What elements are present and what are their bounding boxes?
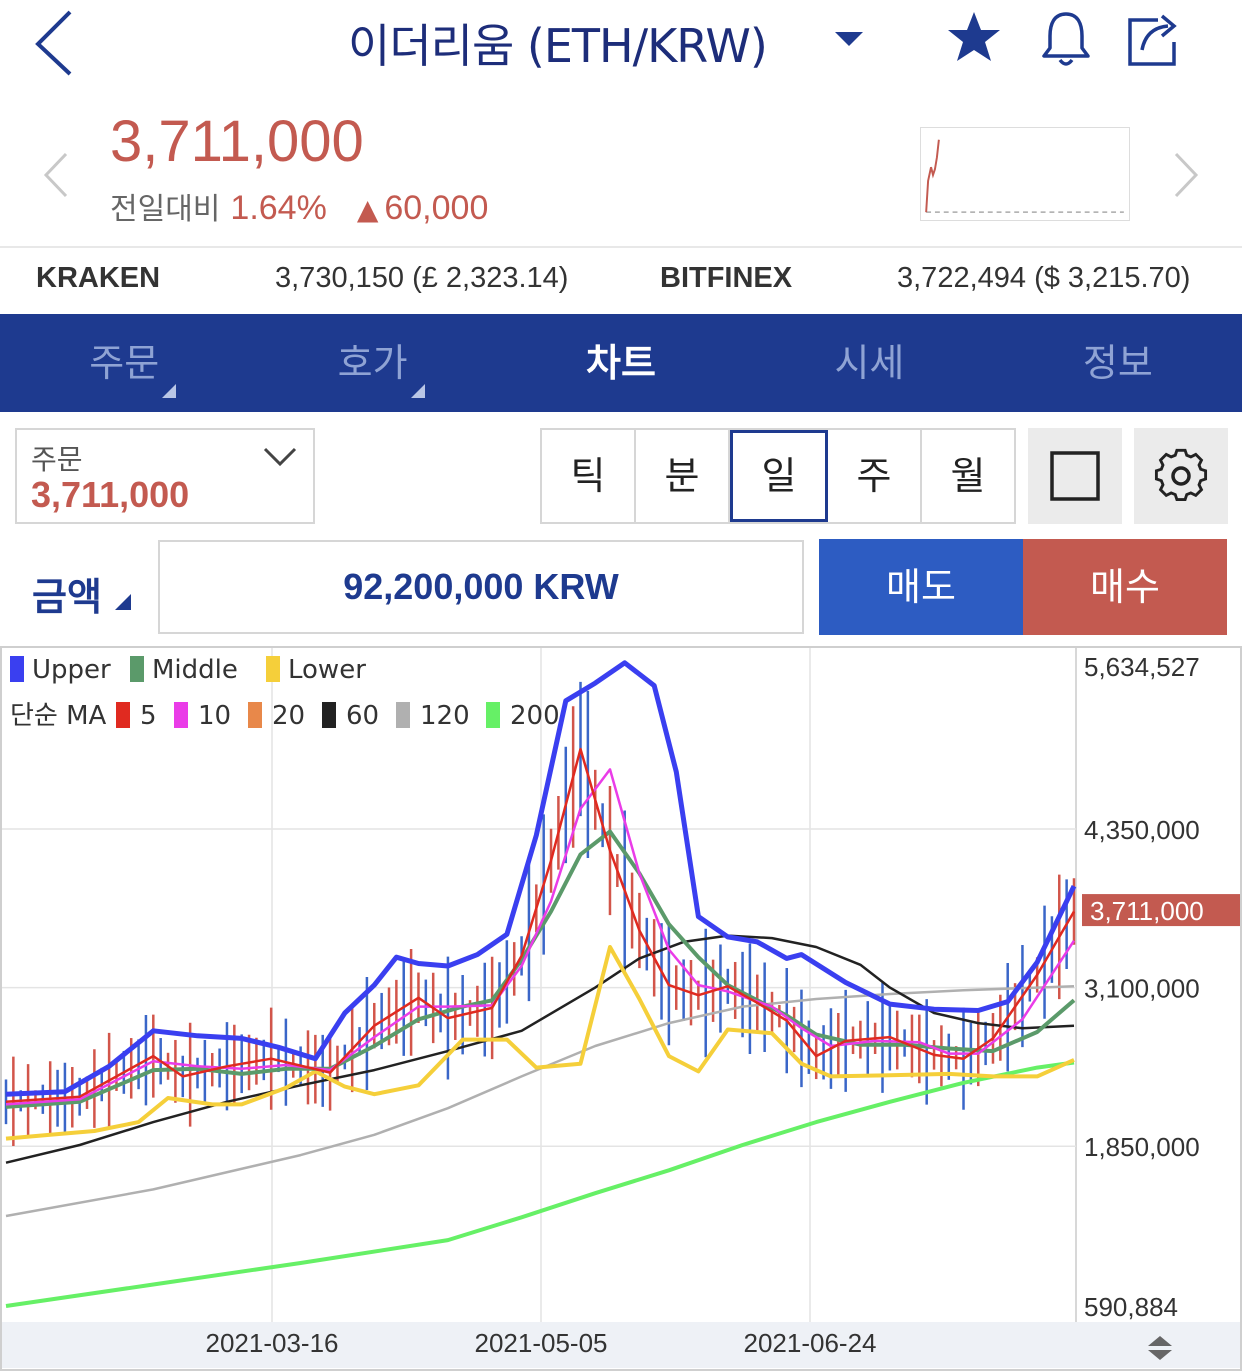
- amount-type-selector[interactable]: 금액: [32, 575, 102, 619]
- y-tick-label: 5,634,527: [1084, 652, 1200, 682]
- share-icon[interactable]: [1124, 10, 1184, 70]
- series-line-upper: [5, 660, 1077, 1097]
- legend-label: Upper: [32, 655, 111, 685]
- order-label: 주문: [31, 443, 83, 476]
- series-line-middle: [5, 829, 1076, 1109]
- back-icon[interactable]: [30, 8, 80, 78]
- sell-button[interactable]: 매도: [819, 539, 1023, 635]
- legend-label: 60: [346, 701, 379, 731]
- main-tab-bar: 주문 호가 차트 시세 정보: [0, 314, 1242, 412]
- series-line-10: [5, 768, 1076, 1106]
- exchange-prices: KRAKEN 3,730,150 (£ 2,323.14) BITFINEX 3…: [0, 262, 1242, 306]
- exchange-value-bitfinex: 3,722,494 ($ 3,215.70): [897, 262, 1191, 294]
- scroll-up-icon: [1148, 1336, 1172, 1346]
- y-tick-label: 1,850,000: [1084, 1132, 1200, 1162]
- current-price-label: 3,711,000: [1090, 896, 1204, 926]
- change-amount: 60,000: [384, 189, 489, 227]
- legend-swatch: [10, 656, 24, 682]
- change-label: 전일대비: [110, 192, 221, 227]
- tab-label: 호가: [337, 341, 408, 385]
- tab-label: 주문: [89, 341, 160, 385]
- page-title[interactable]: 이더리움 (ETH/KRW): [348, 19, 768, 73]
- tab-market-price[interactable]: 시세: [745, 314, 993, 412]
- legend-swatch: [396, 702, 410, 728]
- square-icon: [1050, 451, 1100, 501]
- interval-day[interactable]: 일: [730, 430, 828, 522]
- chart-canvas[interactable]: Upper Middle Lower 단순 MA 5 10 20 60 120 200 5,634,…: [0, 646, 1242, 1371]
- legend-swatch: [130, 656, 144, 682]
- price-chart[interactable]: Upper Middle Lower 단순 MA 5 10 20 60 120 200 5,634,…: [0, 646, 1242, 1371]
- legend-swatch: [116, 702, 130, 728]
- tab-label: 시세: [834, 341, 905, 385]
- interval-tick[interactable]: 틱: [542, 430, 636, 522]
- bell-icon[interactable]: [1036, 8, 1096, 72]
- x-tick-label: 2021-03-16: [206, 1328, 339, 1358]
- date-axis-band: [2, 1322, 1240, 1368]
- legend-label: 200: [510, 701, 560, 731]
- tab-chart[interactable]: 차트: [497, 314, 745, 412]
- tab-orderbook[interactable]: 호가: [248, 314, 496, 412]
- series-line-5: [5, 747, 1076, 1104]
- series-line-lower: [5, 945, 1075, 1141]
- menu-corner-icon: [410, 384, 425, 398]
- tab-label: 차트: [586, 341, 656, 385]
- menu-corner-icon: [115, 594, 131, 610]
- dropdown-caret-icon[interactable]: [835, 32, 863, 50]
- exchange-name-bitfinex: BITFINEX: [660, 262, 793, 294]
- order-price-dropdown[interactable]: 주문 3,711,000: [15, 428, 315, 524]
- legend-label: 5: [140, 701, 157, 731]
- amount-input[interactable]: 92,200,000 KRW: [158, 540, 804, 634]
- legend-swatch: [322, 702, 336, 728]
- legend-label: 120: [420, 701, 470, 731]
- series-line-200: [5, 1060, 1075, 1308]
- exchange-name-kraken: KRAKEN: [36, 262, 161, 294]
- current-price-tag: [1082, 894, 1240, 927]
- price-change: 전일대비 1.64% ▲ 60,000: [110, 184, 488, 228]
- y-tick-label: 590,884: [1084, 1292, 1178, 1322]
- star-icon[interactable]: [944, 8, 1004, 68]
- tab-info[interactable]: 정보: [994, 314, 1242, 412]
- menu-corner-icon: [162, 384, 177, 398]
- exchange-value-kraken: 3,730,150 (£ 2,323.14): [275, 262, 569, 294]
- legend-ma-title: 단순 MA: [10, 701, 107, 731]
- legend-swatch: [248, 702, 262, 728]
- legend-swatch: [486, 702, 500, 728]
- order-price-value: 3,711,000: [31, 474, 190, 515]
- fullscreen-button[interactable]: [1028, 428, 1122, 524]
- scroll-down-icon: [1148, 1350, 1172, 1360]
- chart-settings-button[interactable]: [1134, 428, 1228, 524]
- divider: [0, 246, 1242, 248]
- y-tick-label: 4,350,000: [1084, 815, 1200, 845]
- legend-label: 10: [198, 701, 231, 731]
- gear-icon: [1154, 448, 1208, 501]
- series-line-120: [5, 985, 1075, 1218]
- legend-swatch: [266, 656, 280, 682]
- interval-minute[interactable]: 분: [636, 430, 730, 522]
- tab-label: 정보: [1082, 341, 1153, 385]
- x-tick-label: 2021-06-24: [744, 1328, 877, 1358]
- top-bar: 이더리움 (ETH/KRW): [0, 0, 1242, 90]
- current-price: 3,711,000: [110, 109, 364, 174]
- buy-button[interactable]: 매수: [1023, 539, 1227, 635]
- legend-label: Lower: [288, 655, 366, 685]
- up-arrow-icon: ▲: [356, 193, 379, 226]
- price-sparkline: [920, 127, 1130, 221]
- x-tick-label: 2021-05-05: [475, 1328, 608, 1358]
- legend-label: 20: [272, 701, 305, 731]
- tab-order[interactable]: 주문: [0, 314, 248, 412]
- chevron-down-icon: [263, 447, 297, 467]
- previous-coin-icon[interactable]: [40, 150, 70, 200]
- interval-selector: 틱 분 일 주 월: [540, 428, 1016, 524]
- y-tick-label: 3,100,000: [1084, 974, 1200, 1004]
- interval-month[interactable]: 월: [950, 454, 986, 498]
- interval-week[interactable]: 주: [828, 430, 922, 522]
- legend-label: Middle: [152, 655, 238, 685]
- next-coin-icon[interactable]: [1172, 150, 1202, 200]
- change-percent: 1.64%: [230, 189, 327, 227]
- chart-frame: [0, 646, 1242, 1371]
- legend-swatch: [174, 702, 188, 728]
